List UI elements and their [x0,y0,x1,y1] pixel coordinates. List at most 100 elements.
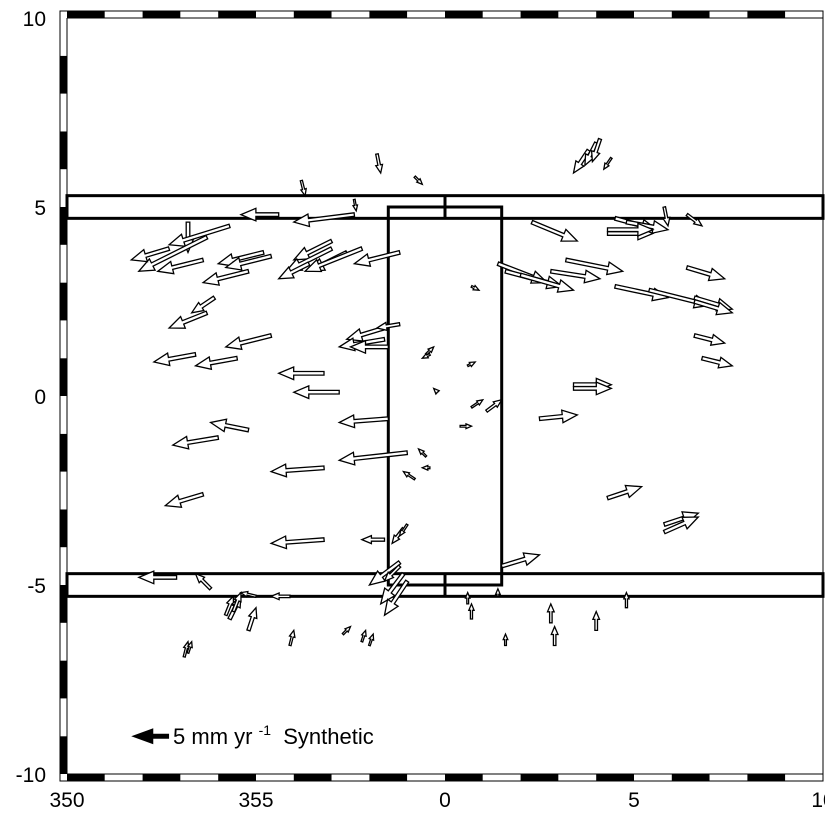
velocity-vector [345,325,386,342]
velocity-vector [186,640,193,655]
velocity-vector [470,284,481,291]
velocity-vector [167,223,231,248]
legend-unit: mm yr [191,724,252,749]
frame-segment-left [60,585,67,623]
frame-segment-top [445,11,483,18]
velocity-vector [292,384,340,400]
plate-boundaries [65,194,825,598]
velocity-vector [459,422,474,430]
frame-segment-left [60,471,67,510]
velocity-vector [299,179,308,198]
legend-exponent: -1 [259,722,272,738]
velocity-vector [374,153,384,175]
frame-segment-bottom [180,774,219,781]
legend-label: 5 mm yr -1 Synthetic [173,715,374,749]
velocity-vector [288,628,296,647]
frame-segment-top [596,11,634,18]
velocity-vector [693,298,734,316]
frame-segment-top [104,11,143,18]
frame-segment-left [60,55,67,94]
velocity-vector [470,398,485,410]
frame-segment-left [60,509,67,548]
y-tick-label: -5 [27,575,46,598]
velocity-vector [464,590,471,605]
velocity-vector [602,156,614,171]
velocity-vector [383,564,402,583]
frame-segment-top [180,11,219,18]
velocity-vector [337,450,409,466]
frame-segment-left [60,736,67,774]
frame-segment-bottom [785,774,823,781]
velocity-vector [360,628,367,643]
velocity-vector [606,222,655,237]
frame-segment-bottom [67,774,105,781]
frame-segment-top [709,11,748,18]
frame-segment-left [60,622,67,661]
legend-series-name: Synthetic [283,724,374,749]
frame-segment-left [60,547,67,585]
velocity-vector [303,246,364,273]
frame-segment-top [634,11,672,18]
y-tick-label: 5 [34,197,46,220]
x-tick-label: 355 [238,789,273,812]
frame-segment-left [60,93,67,132]
velocity-vector [467,602,476,620]
velocity-vector [201,268,250,286]
velocity-vector [622,590,631,609]
velocity-vector [224,333,273,351]
velocity-vector [167,310,209,329]
frame-segment-left [60,131,67,170]
velocity-vector [502,632,509,647]
velocity-vector [193,355,239,371]
velocity-vector [432,387,441,396]
velocity-vector [550,624,559,647]
velocity-vector [402,470,417,481]
velocity-vector [269,592,291,601]
velocity-vector [137,234,209,273]
velocity-vector [231,591,242,613]
frame-segment-top [785,11,823,18]
velocity-vector [417,447,428,459]
frame-segment-bottom [596,774,634,781]
frame-segment-bottom [142,774,181,781]
velocity-vector [277,366,325,381]
velocity-vector [484,398,504,414]
frame-segment-bottom [558,774,597,781]
velocity-vector [277,261,311,280]
frame-segment-top [218,11,256,18]
velocity-vector [572,381,613,396]
frame-segment-top [142,11,181,18]
velocity-vector [341,625,352,636]
axis-tick-labels: 350 355 0 5 10 10 5 0 -5 -10 [16,8,825,812]
velocity-vector [163,491,205,509]
velocity-vector [530,219,579,242]
velocity-vector [685,212,704,227]
frame-segment-top [482,11,521,18]
velocity-vector [239,590,258,599]
y-tick-label: -10 [16,764,46,787]
velocity-vector [420,464,431,472]
velocity-vector [223,594,235,617]
x-tick-label: 5 [628,789,640,812]
velocity-vector [348,339,389,355]
velocity-vector [269,535,325,550]
frame-segment-bottom [218,774,256,781]
x-tick-label: 0 [439,789,451,812]
frame-segment-left [60,169,67,207]
x-tick-label: 350 [49,789,84,812]
velocity-vector [337,413,390,429]
velocity-vector [383,579,410,617]
velocity-vector [549,268,602,284]
velocity-vector [224,253,273,271]
frame-segment-top [369,11,408,18]
frame-segment-top [67,11,105,18]
velocity-vector [171,435,220,450]
y-tick-label: 0 [34,386,46,409]
velocity-vector [360,534,386,545]
legend-arrow [131,728,170,745]
velocity-vector [246,606,258,632]
velocity-vector [292,238,334,261]
frame-segment-left [60,207,67,245]
frame-segment-bottom [445,774,483,781]
velocity-vector [662,205,671,228]
